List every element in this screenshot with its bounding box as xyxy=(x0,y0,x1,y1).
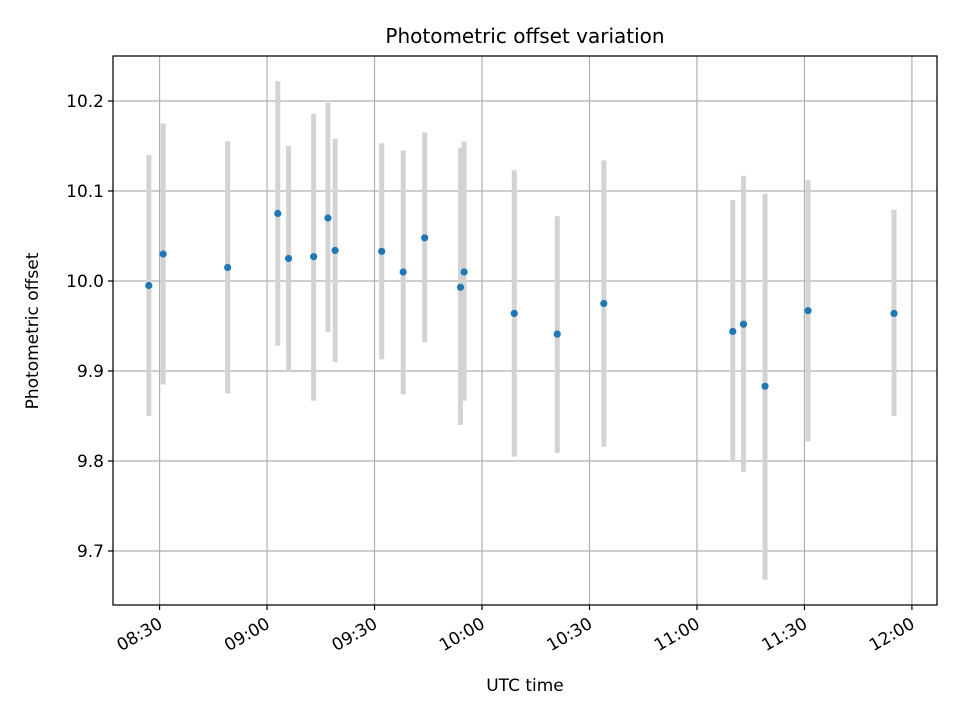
y-tick-label: 10.2 xyxy=(66,92,104,112)
data-point xyxy=(274,209,282,218)
data-point xyxy=(553,330,561,338)
x-axis-label: UTC time xyxy=(486,676,564,696)
y-tick-label: 9.9 xyxy=(77,362,104,382)
data-point xyxy=(600,299,608,308)
grid xyxy=(113,56,937,605)
plot-frame xyxy=(112,55,938,606)
data-point xyxy=(804,307,812,315)
y-tick-label: 9.8 xyxy=(77,452,104,472)
data-point xyxy=(421,234,429,242)
data-point xyxy=(456,283,465,291)
data-point xyxy=(331,246,339,254)
data-point xyxy=(145,281,153,290)
data-point xyxy=(284,254,293,263)
data-point xyxy=(324,214,332,222)
data-point xyxy=(739,320,748,328)
data-point xyxy=(399,268,407,276)
data-point xyxy=(310,253,318,261)
y-tick-label: 9.7 xyxy=(77,542,104,562)
data-point xyxy=(761,382,769,390)
data-points xyxy=(145,209,898,390)
data-point xyxy=(159,250,167,258)
y-tick-label: 10.1 xyxy=(66,182,104,202)
data-point xyxy=(378,247,386,255)
y-axis-label: Photometric offset xyxy=(23,252,43,409)
data-point xyxy=(510,309,518,317)
data-point xyxy=(729,327,737,335)
y-axis-ticks: 9.7 9.8 9.9 10.0 10.1 10.2 xyxy=(66,92,113,562)
data-point xyxy=(224,263,232,272)
chart-title: Photometric offset variation xyxy=(385,24,664,48)
y-tick-label: 10.0 xyxy=(66,272,104,292)
data-point xyxy=(460,268,468,276)
data-point xyxy=(890,309,898,317)
